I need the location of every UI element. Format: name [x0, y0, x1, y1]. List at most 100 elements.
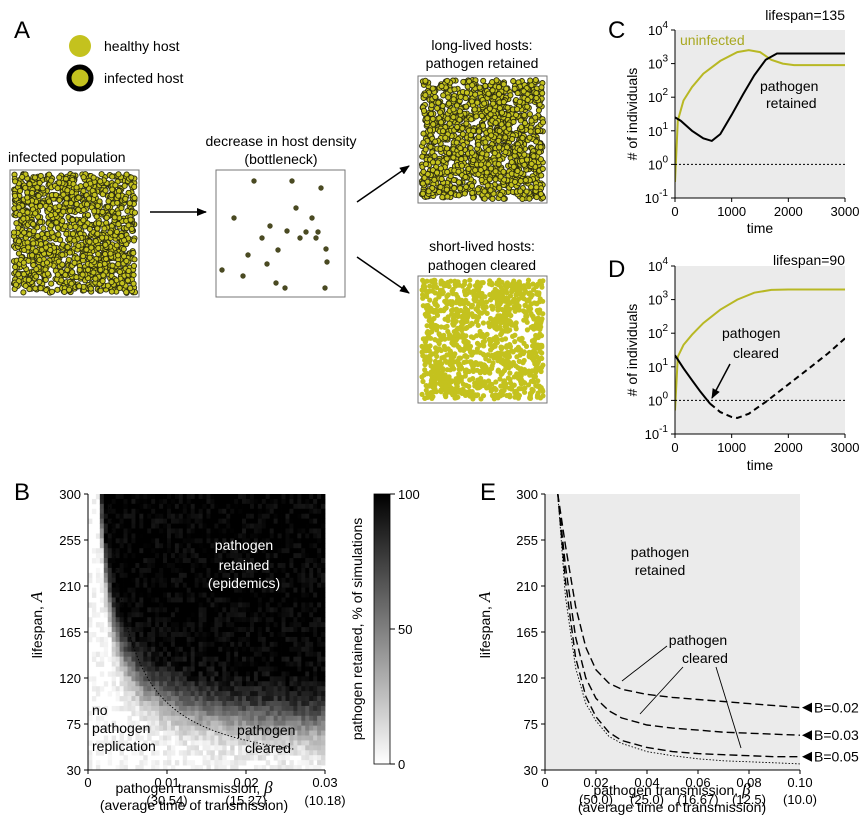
host-dot [453, 300, 459, 306]
host-dot [521, 151, 528, 158]
heatmap-cell [186, 523, 192, 529]
heatmap-cell [218, 503, 223, 510]
host-dot [450, 114, 457, 121]
host-dot [462, 173, 469, 181]
heatmap-cell [115, 567, 120, 574]
heatmap-cell [186, 587, 192, 593]
heatmap-cell [277, 528, 282, 534]
heatmap-cell [119, 523, 124, 529]
host-dot [35, 192, 42, 199]
heatmap-cell [115, 508, 120, 515]
host-dot [529, 338, 536, 344]
host-dot [17, 187, 24, 194]
heatmap-cell [147, 587, 152, 593]
host-dot [508, 363, 514, 369]
heatmap-cell [190, 558, 196, 564]
heatmap-cell [309, 543, 314, 549]
heatmap-cell [103, 548, 109, 554]
heatmap-cell [131, 513, 136, 520]
heatmap-cell [198, 577, 203, 584]
host-dot [500, 168, 507, 175]
heatmap-cell [186, 563, 192, 569]
heatmap-cell [147, 508, 152, 515]
host-dot [496, 105, 503, 112]
heatmap-cell [253, 518, 259, 524]
heatmap-cell [309, 518, 314, 524]
host-dot [502, 336, 509, 342]
heatmap-cell [99, 582, 105, 589]
host-dot [505, 121, 512, 128]
heatmap-cell [206, 563, 211, 569]
host-dot [487, 165, 495, 172]
heatmap-cell [281, 543, 286, 549]
host-dot [505, 349, 511, 355]
heatmap-cell [226, 518, 231, 524]
heatmap-cell [107, 548, 113, 554]
heatmap-cell [313, 572, 318, 579]
host-dot [451, 185, 458, 192]
panel-c-annotation-uninfected: uninfected [680, 32, 745, 48]
heatmap-cell [163, 498, 168, 505]
host-dot [109, 262, 116, 269]
host-dot [219, 267, 225, 273]
legend-infected-label: infected host [104, 70, 183, 86]
heatmap-cell [123, 494, 128, 500]
heatmap-cell [91, 558, 97, 564]
host-dot [25, 276, 32, 283]
host-dot [427, 127, 434, 134]
heatmap-cell [151, 494, 156, 500]
heatmap-cell [167, 572, 172, 579]
host-dot [48, 229, 55, 236]
heatmap-cell [119, 563, 124, 569]
host-dot [75, 206, 82, 213]
heatmap-cell [163, 587, 168, 593]
host-dot [437, 109, 444, 116]
heatmap-cell [281, 582, 286, 589]
heatmap-cell [285, 528, 290, 534]
heatmap-cell [202, 558, 207, 564]
heatmap-cell [222, 503, 227, 510]
heatmap-cell [230, 494, 235, 500]
heatmap-cell [174, 553, 180, 559]
heatmap-cell [123, 523, 128, 529]
heatmap-cell [317, 518, 322, 524]
host-dot [436, 380, 442, 386]
heatmap-cell [238, 513, 243, 520]
arrow-to-cleared [356, 256, 410, 294]
heatmap-cell [238, 523, 243, 529]
heatmap-cell [238, 528, 243, 534]
host-dot [118, 205, 125, 212]
host-dot [469, 82, 476, 89]
heatmap-cell [127, 508, 132, 515]
heatmap-cell [115, 518, 120, 524]
heatmap-cell [151, 563, 156, 569]
heatmap-cell [285, 494, 290, 500]
host-dot [495, 137, 502, 144]
host-dot [445, 300, 451, 307]
heatmap-cell [131, 567, 136, 574]
host-dot [539, 119, 547, 126]
heatmap-cell [305, 508, 310, 515]
heatmap-cell [285, 548, 290, 554]
heatmap-cell [289, 577, 294, 584]
heatmap-cell [210, 498, 215, 505]
heatmap-cell [127, 503, 132, 510]
host-dot [480, 77, 487, 84]
heatmap-cell [249, 523, 255, 529]
heatmap-cell [202, 548, 207, 554]
heatmap-cell [261, 518, 267, 524]
heatmap-cell [285, 518, 290, 524]
heatmap-cell [269, 508, 275, 515]
heatmap-cell [321, 548, 326, 554]
heatmap-cell [257, 528, 263, 534]
heatmap-cell [281, 513, 286, 520]
heatmap-cell [249, 503, 255, 510]
host-dot [69, 216, 76, 223]
heatmap-cell [151, 498, 156, 505]
host-dot [127, 285, 134, 292]
host-dot [477, 166, 484, 174]
heatmap-cell [167, 518, 172, 524]
host-dot [75, 194, 82, 201]
host-dot [55, 231, 62, 238]
heatmap-cell [281, 587, 286, 593]
